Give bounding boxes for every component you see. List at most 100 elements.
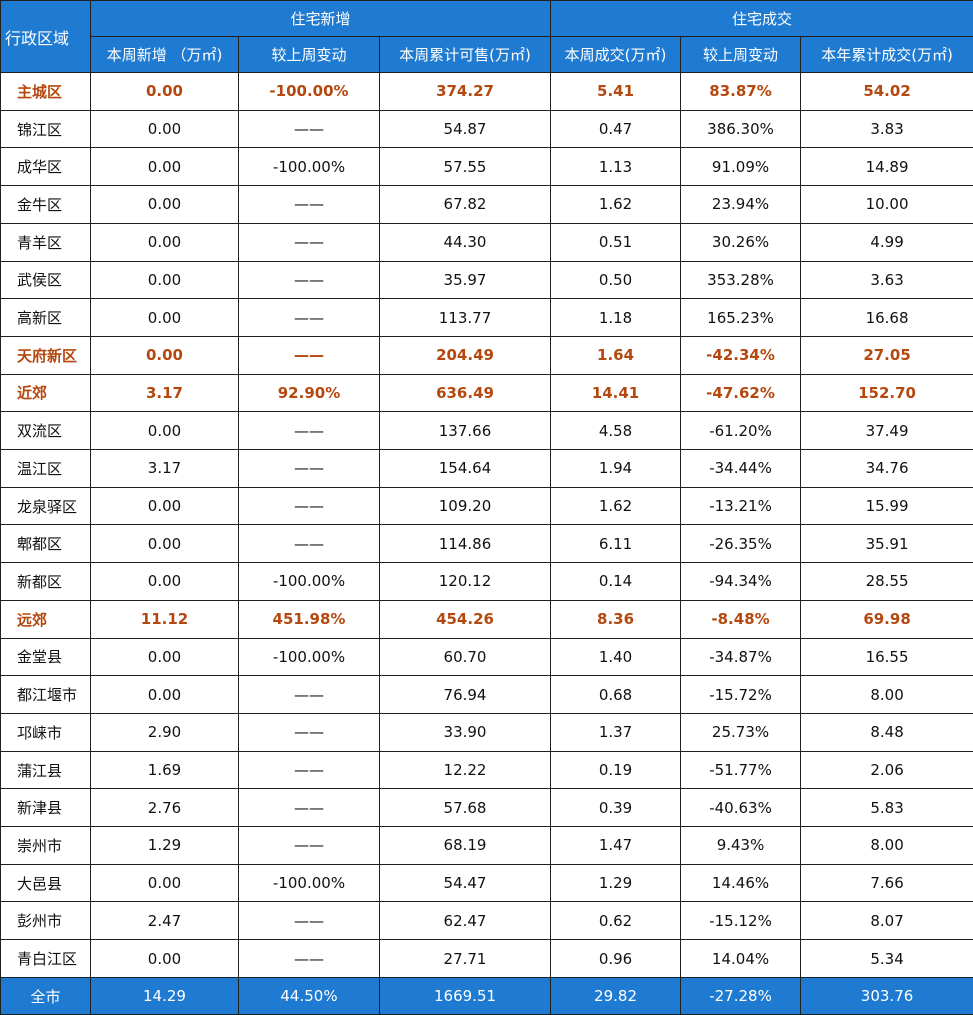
region-name: 崇州市: [0, 826, 91, 865]
cell-available-stock: 154.64: [378, 449, 552, 488]
cell-deal-change: -47.62%: [680, 373, 802, 413]
cell-ytd-deal: 8.07: [800, 901, 973, 941]
cell-weekly-new: 0.00: [90, 637, 239, 677]
cell-ytd-deal: 14.89: [800, 147, 973, 187]
cell-weekly-new: 1.69: [90, 750, 239, 790]
cell-available-stock: 62.47: [378, 901, 552, 941]
cell-new-change: -100.00%: [238, 637, 380, 677]
cell-deal-change: 165.23%: [680, 298, 802, 337]
cell-available-stock: 33.90: [378, 712, 552, 752]
cell-weekly-deal: 0.19: [550, 750, 682, 790]
table-row: 金堂县 0.00 -100.00% 60.70 1.40 -34.87% 16.55: [0, 637, 973, 677]
cell-deal-change: -8.48%: [680, 599, 802, 639]
cell-new-change: ——: [238, 486, 380, 526]
cell-weekly-new: 0.00: [90, 222, 239, 262]
cell-available-stock: 109.20: [378, 486, 552, 526]
cell-new-change: ——: [238, 675, 380, 714]
cell-available-stock: 35.97: [378, 260, 552, 300]
region-name: 主城区: [0, 72, 91, 111]
cell-available-stock: 114.86: [378, 524, 552, 564]
cell-available-stock: 67.82: [378, 185, 552, 224]
cell-available-stock: 57.68: [378, 788, 552, 828]
cell-available-stock: 636.49: [378, 373, 552, 413]
cell-available-stock: 60.70: [378, 637, 552, 677]
cell-weekly-new: 0.00: [90, 863, 239, 903]
table-row: 成华区 0.00 -100.00% 57.55 1.13 91.09% 14.89: [0, 147, 973, 187]
cell-new-change: ——: [238, 449, 380, 488]
table-row: 武侯区 0.00 —— 35.97 0.50 353.28% 3.63: [0, 260, 973, 300]
cell-available-stock: 57.55: [378, 147, 552, 187]
cell-ytd-deal: 10.00: [800, 185, 973, 224]
region-name: 大邑县: [0, 863, 91, 903]
table-row: 蒲江县 1.69 —— 12.22 0.19 -51.77% 2.06: [0, 750, 973, 790]
cell-deal-change: -15.12%: [680, 901, 802, 941]
cell-weekly-new: 1.29: [90, 826, 239, 865]
table-footer: 全市 14.29 44.50% 1669.51 29.82 -27.28% 30…: [0, 977, 973, 1015]
total-cell-weekly-deal: 29.82: [550, 977, 682, 1015]
cell-ytd-deal: 7.66: [800, 863, 973, 903]
region-name: 双流区: [0, 411, 91, 451]
cell-weekly-new: 3.17: [90, 373, 239, 413]
column-header-new-change: 较上周变动: [238, 36, 380, 73]
table-row: 青羊区 0.00 —— 44.30 0.51 30.26% 4.99: [0, 222, 973, 262]
cell-ytd-deal: 5.83: [800, 788, 973, 828]
cell-weekly-deal: 0.47: [550, 109, 682, 149]
cell-deal-change: -15.72%: [680, 675, 802, 714]
cell-weekly-new: 0.00: [90, 411, 239, 451]
total-cell-new-change: 44.50%: [238, 977, 380, 1015]
column-header-weekly-deal: 本周成交(万㎡): [550, 36, 682, 73]
cell-weekly-deal: 8.36: [550, 599, 682, 639]
table-body: 主城区 0.00 -100.00% 374.27 5.41 83.87% 54.02 锦江区 0…: [0, 72, 973, 978]
cell-weekly-new: 3.17: [90, 449, 239, 488]
cell-ytd-deal: 37.49: [800, 411, 973, 451]
region-name: 天府新区: [0, 335, 91, 375]
total-row-name: 全市: [0, 977, 91, 1015]
cell-weekly-deal: 6.11: [550, 524, 682, 564]
cell-weekly-new: 0.00: [90, 72, 239, 111]
cell-weekly-deal: 1.13: [550, 147, 682, 187]
cell-weekly-deal: 0.68: [550, 675, 682, 714]
cell-deal-change: -42.34%: [680, 335, 802, 375]
cell-weekly-new: 0.00: [90, 486, 239, 526]
cell-new-change: ——: [238, 298, 380, 337]
cell-deal-change: -13.21%: [680, 486, 802, 526]
cell-available-stock: 76.94: [378, 675, 552, 714]
cell-new-change: -100.00%: [238, 863, 380, 903]
column-header-weekly-new: 本周新增 （万㎡): [90, 36, 239, 73]
cell-new-change: 92.90%: [238, 373, 380, 413]
region-name: 新津县: [0, 788, 91, 828]
cell-deal-change: 25.73%: [680, 712, 802, 752]
cell-weekly-new: 0.00: [90, 185, 239, 224]
summary-row: 近郊 3.17 92.90% 636.49 14.41 -47.62% 152.70: [0, 373, 973, 413]
cell-weekly-new: 0.00: [90, 109, 239, 149]
total-cell-weekly-new: 14.29: [90, 977, 239, 1015]
cell-available-stock: 374.27: [378, 72, 552, 111]
cell-deal-change: 14.04%: [680, 939, 802, 978]
cell-weekly-deal: 1.94: [550, 449, 682, 488]
cell-ytd-deal: 8.00: [800, 675, 973, 714]
region-name: 成华区: [0, 147, 91, 187]
cell-deal-change: -34.87%: [680, 637, 802, 677]
total-cell-available-stock: 1669.51: [378, 977, 552, 1015]
cell-ytd-deal: 152.70: [800, 373, 973, 413]
cell-weekly-deal: 1.47: [550, 826, 682, 865]
cell-ytd-deal: 3.83: [800, 109, 973, 149]
table-row: 龙泉驿区 0.00 —— 109.20 1.62 -13.21% 15.99: [0, 486, 973, 526]
cell-new-change: ——: [238, 826, 380, 865]
cell-new-change: 451.98%: [238, 599, 380, 639]
table-row: 高新区 0.00 —— 113.77 1.18 165.23% 16.68: [0, 298, 973, 337]
total-row: 全市 14.29 44.50% 1669.51 29.82 -27.28% 30…: [0, 977, 973, 1015]
region-name: 青羊区: [0, 222, 91, 262]
cell-weekly-new: 2.47: [90, 901, 239, 941]
cell-new-change: ——: [238, 411, 380, 451]
cell-weekly-deal: 1.18: [550, 298, 682, 337]
cell-deal-change: 353.28%: [680, 260, 802, 300]
region-name: 新都区: [0, 562, 91, 601]
table-row: 大邑县 0.00 -100.00% 54.47 1.29 14.46% 7.66: [0, 863, 973, 903]
cell-ytd-deal: 4.99: [800, 222, 973, 262]
table-row: 崇州市 1.29 —— 68.19 1.47 9.43% 8.00: [0, 826, 973, 865]
cell-available-stock: 454.26: [378, 599, 552, 639]
cell-weekly-deal: 4.58: [550, 411, 682, 451]
cell-available-stock: 27.71: [378, 939, 552, 978]
cell-ytd-deal: 28.55: [800, 562, 973, 601]
